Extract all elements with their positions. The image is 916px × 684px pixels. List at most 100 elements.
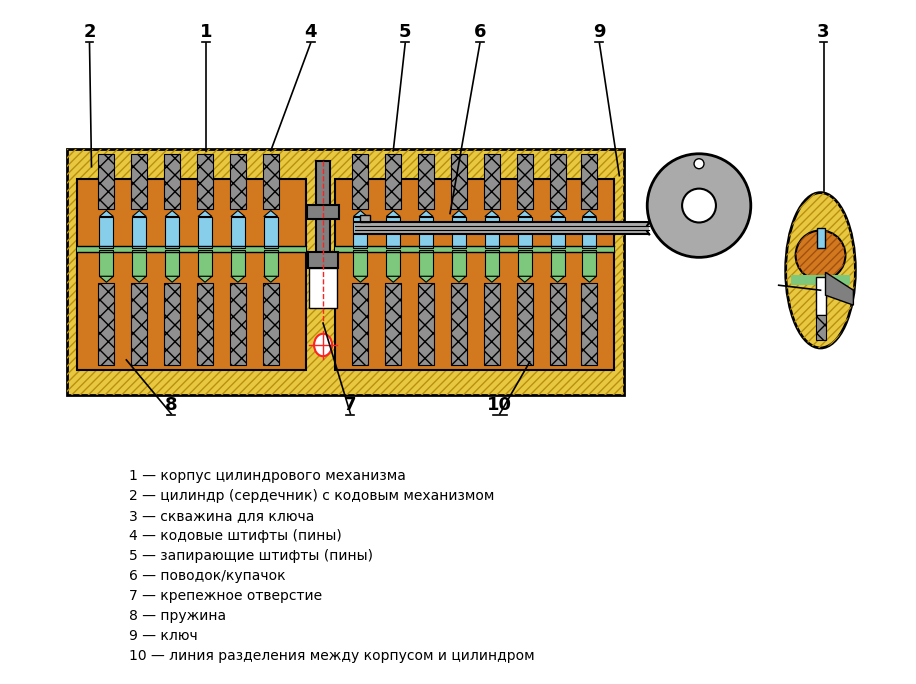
- Text: 3: 3: [817, 23, 830, 41]
- Bar: [484, 283, 500, 365]
- Bar: [451, 154, 467, 209]
- Polygon shape: [231, 276, 245, 282]
- Polygon shape: [100, 211, 114, 217]
- Bar: [335, 246, 615, 252]
- Text: 9: 9: [594, 23, 605, 41]
- Text: 4 — кодовые штифты (пины): 4 — кодовые штифты (пины): [129, 529, 342, 543]
- Bar: [132, 217, 147, 248]
- Bar: [100, 217, 114, 248]
- Bar: [485, 250, 499, 276]
- Bar: [131, 283, 147, 365]
- Text: 1: 1: [200, 23, 213, 41]
- Text: 9 — ключ: 9 — ключ: [129, 629, 198, 643]
- Text: 6: 6: [474, 23, 486, 41]
- Bar: [264, 250, 278, 276]
- Text: 10 — линия разделения между корпусом и цилиндром: 10 — линия разделения между корпусом и ц…: [129, 648, 535, 663]
- Bar: [132, 250, 147, 276]
- Text: 7 — крепежное отверстие: 7 — крепежное отверстие: [129, 589, 322, 603]
- Bar: [308, 252, 338, 268]
- Bar: [354, 217, 367, 248]
- Bar: [387, 250, 400, 276]
- Bar: [386, 283, 401, 365]
- Polygon shape: [518, 211, 531, 217]
- Polygon shape: [264, 276, 278, 282]
- Text: 8 — пружина: 8 — пружина: [129, 609, 226, 623]
- Bar: [517, 283, 533, 365]
- Bar: [551, 250, 564, 276]
- Circle shape: [648, 154, 751, 257]
- Polygon shape: [231, 211, 245, 217]
- Bar: [230, 283, 245, 365]
- Bar: [551, 217, 564, 248]
- Circle shape: [694, 159, 704, 169]
- Polygon shape: [132, 276, 147, 282]
- Bar: [67, 149, 625, 395]
- Bar: [100, 250, 114, 276]
- Bar: [519, 231, 541, 235]
- Polygon shape: [354, 276, 367, 282]
- Polygon shape: [485, 211, 499, 217]
- Text: 4: 4: [304, 23, 317, 41]
- Bar: [370, 228, 392, 235]
- Polygon shape: [165, 276, 180, 282]
- Bar: [582, 283, 597, 365]
- Polygon shape: [264, 211, 278, 217]
- Polygon shape: [518, 276, 531, 282]
- Circle shape: [796, 231, 845, 280]
- Polygon shape: [387, 211, 400, 217]
- Bar: [419, 154, 434, 209]
- Polygon shape: [452, 211, 466, 217]
- Bar: [815, 277, 825, 315]
- Bar: [460, 229, 482, 235]
- Text: 10: 10: [487, 396, 512, 414]
- Text: 7: 7: [344, 396, 356, 414]
- Bar: [400, 231, 422, 235]
- Bar: [419, 283, 434, 365]
- Bar: [131, 154, 147, 209]
- Bar: [264, 217, 278, 248]
- Bar: [98, 154, 114, 209]
- Bar: [198, 217, 212, 248]
- Bar: [490, 226, 512, 235]
- Polygon shape: [551, 276, 564, 282]
- Bar: [263, 283, 278, 365]
- Polygon shape: [551, 211, 564, 217]
- Bar: [197, 283, 213, 365]
- Bar: [451, 283, 467, 365]
- Polygon shape: [420, 211, 433, 217]
- Polygon shape: [452, 276, 466, 282]
- Bar: [484, 154, 500, 209]
- Ellipse shape: [786, 193, 856, 348]
- Polygon shape: [354, 211, 367, 217]
- Bar: [316, 161, 330, 298]
- Bar: [164, 283, 180, 365]
- Text: 2 — цилиндр (сердечник) с кодовым механизмом: 2 — цилиндр (сердечник) с кодовым механи…: [129, 489, 495, 503]
- Text: 3 — скважина для ключа: 3 — скважина для ключа: [129, 510, 315, 523]
- Bar: [518, 217, 531, 248]
- Bar: [230, 154, 245, 209]
- Bar: [98, 283, 114, 365]
- Bar: [354, 250, 367, 276]
- Bar: [309, 268, 337, 308]
- Polygon shape: [360, 215, 370, 222]
- Bar: [263, 154, 278, 209]
- Bar: [583, 250, 596, 276]
- Polygon shape: [165, 211, 180, 217]
- Text: 5: 5: [399, 23, 411, 41]
- Ellipse shape: [314, 334, 332, 356]
- Bar: [452, 250, 466, 276]
- Bar: [485, 217, 499, 248]
- Bar: [431, 228, 452, 235]
- Bar: [231, 217, 245, 248]
- Bar: [335, 179, 615, 370]
- Text: 5 — запирающие штифты (пины): 5 — запирающие штифты (пины): [129, 549, 374, 563]
- Polygon shape: [583, 276, 596, 282]
- Bar: [420, 217, 433, 248]
- Bar: [355, 222, 649, 235]
- Text: 6 — поводок/купачок: 6 — поводок/купачок: [129, 569, 286, 583]
- Polygon shape: [485, 276, 499, 282]
- Bar: [197, 154, 213, 209]
- Bar: [231, 250, 245, 276]
- Bar: [77, 246, 306, 252]
- Bar: [165, 250, 180, 276]
